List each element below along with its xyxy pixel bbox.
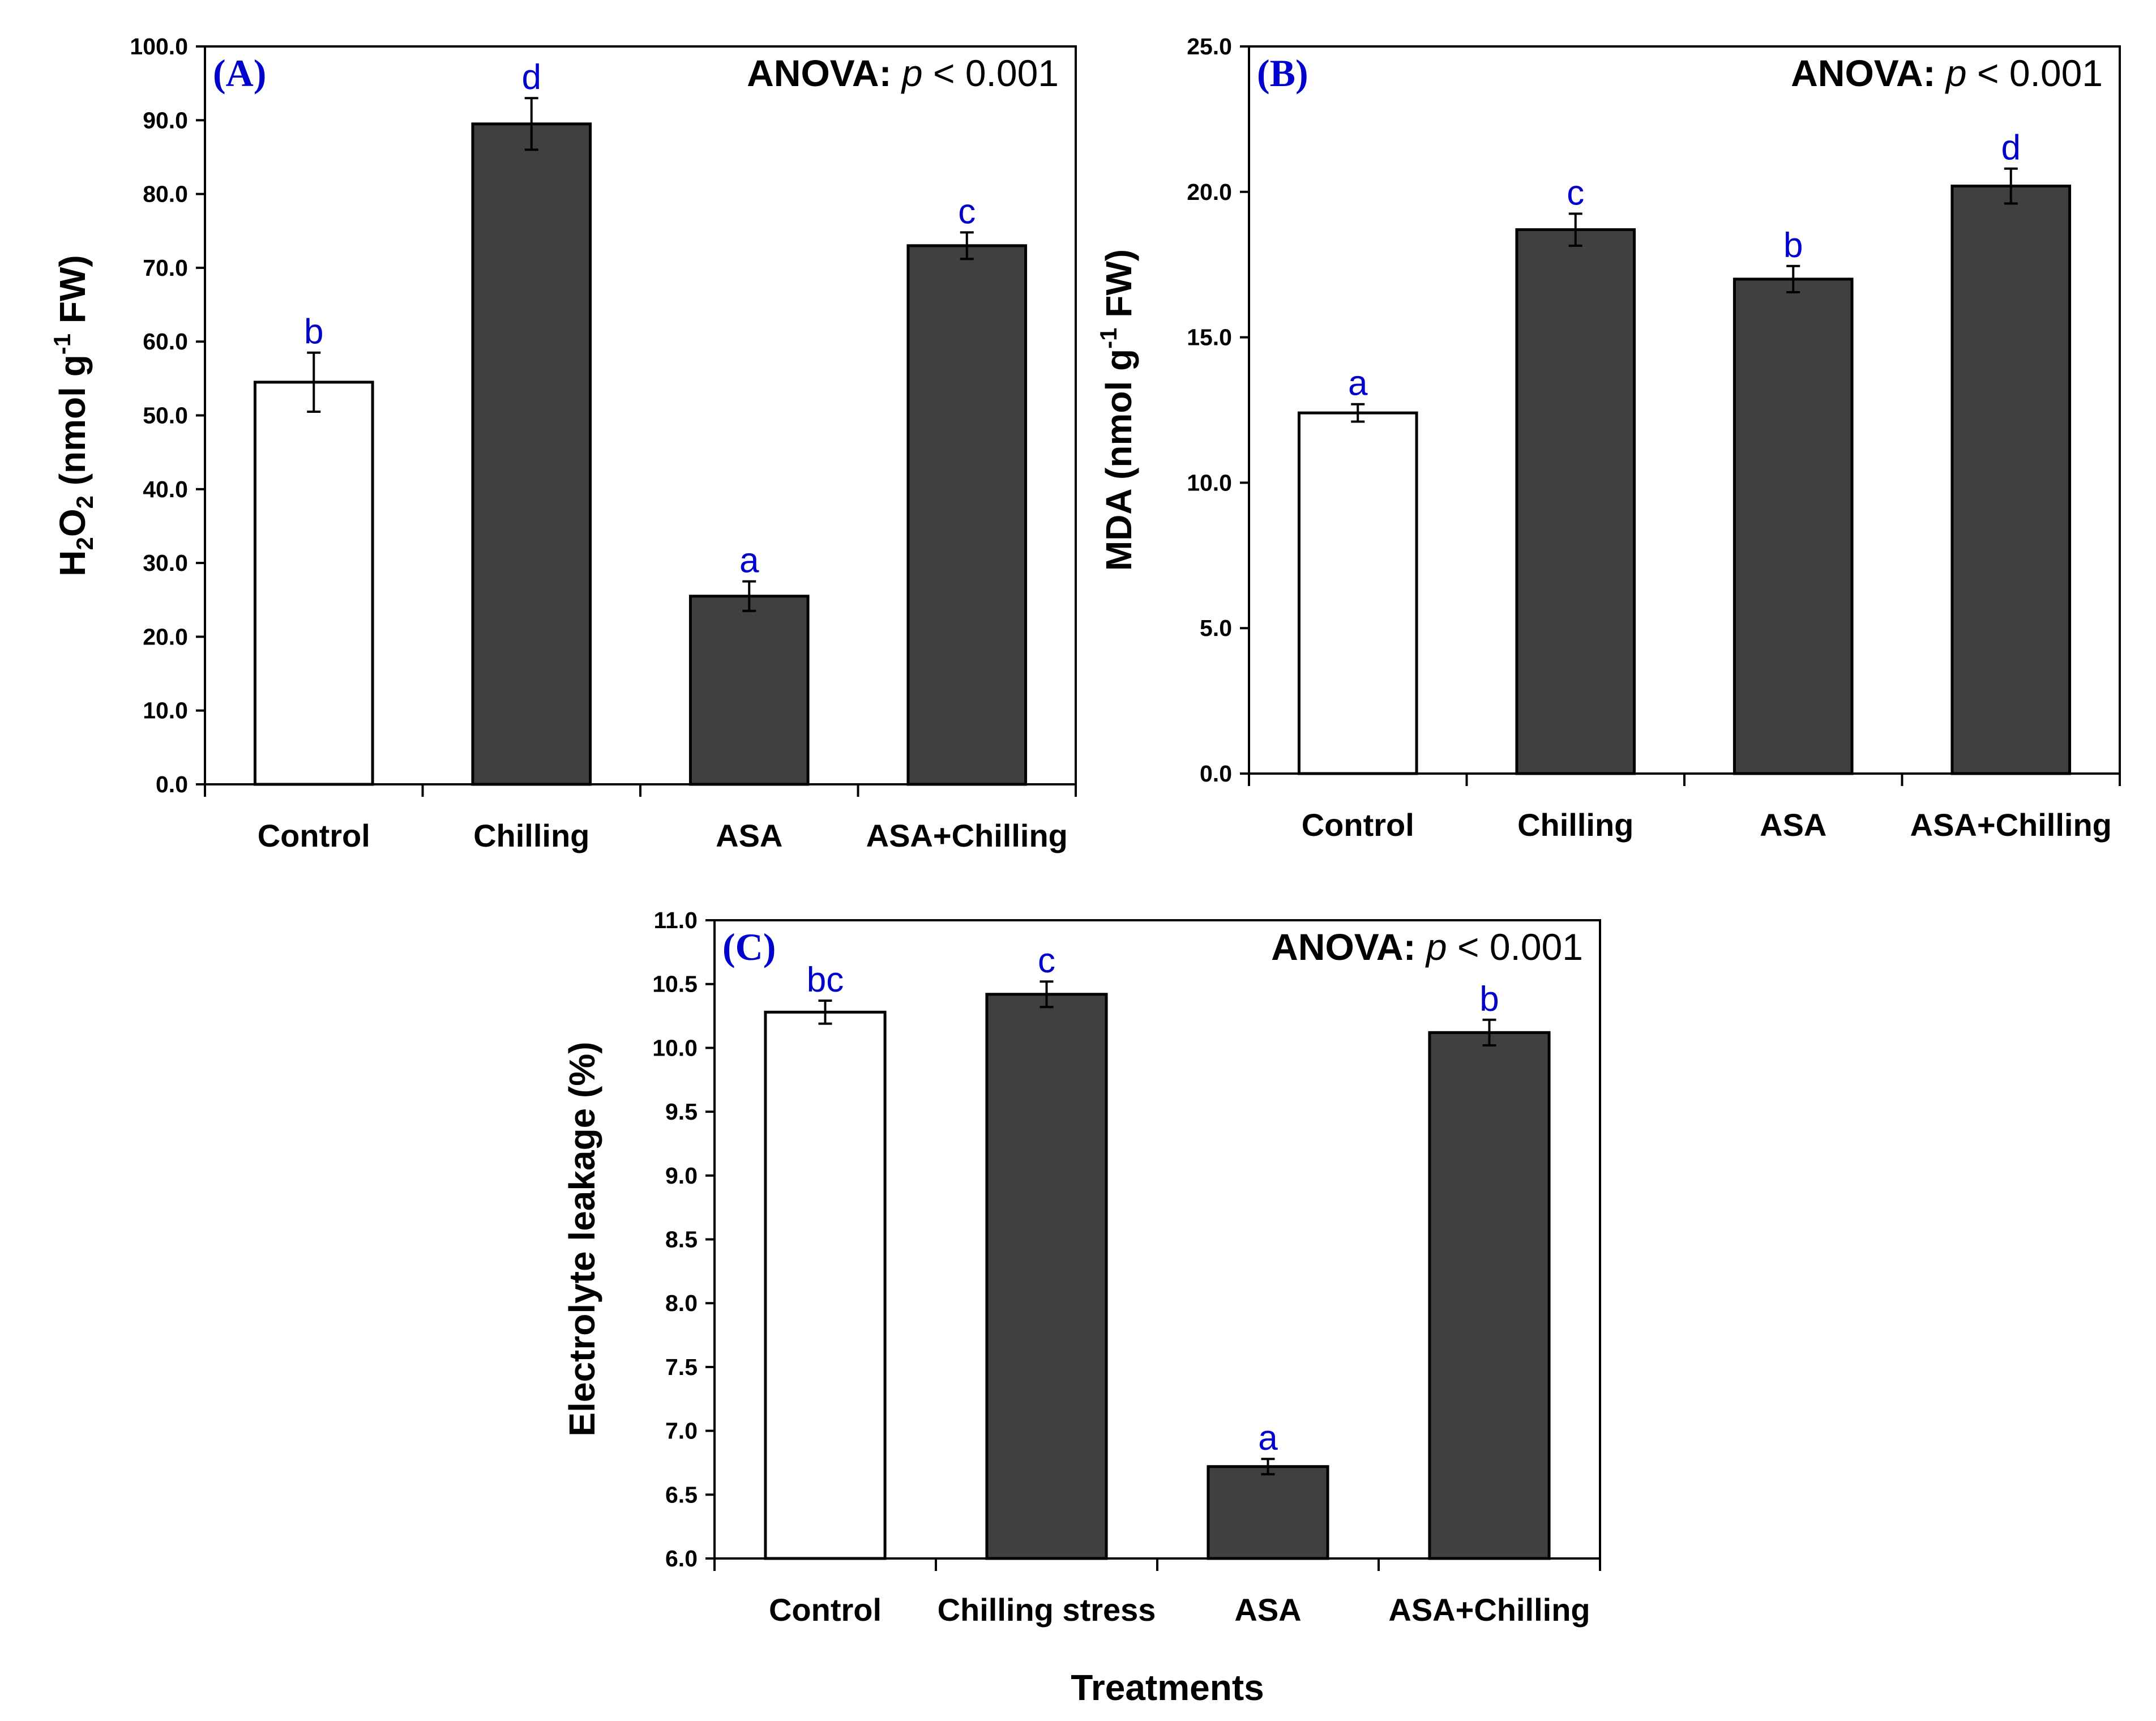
bar-control — [764, 1010, 887, 1560]
y-tick-label: 10.0 — [143, 698, 188, 724]
x-axis-title: Treatments — [1071, 1667, 1264, 1708]
panel-b: 0.0 5.0 10.0 15.0 20.0 25.0 a Control c Chilling b… — [1095, 33, 2121, 843]
bar-control — [1297, 411, 1418, 775]
bar-asa-chilling — [1428, 1031, 1551, 1560]
panel-label: (C) — [722, 925, 776, 968]
anova-annotation: ANOVA: p < 0.001 — [1791, 52, 2103, 94]
significance-letter: d — [2001, 129, 2021, 168]
panel-label: (A) — [213, 52, 266, 95]
y-tick-label: 60.0 — [143, 328, 188, 355]
y-tick-label: 70.0 — [143, 255, 188, 281]
anova-annotation: ANOVA: p < 0.001 — [747, 52, 1059, 94]
y-tick-label: 7.0 — [665, 1418, 698, 1444]
bar-asa — [1732, 277, 1854, 775]
y-tick-label: 10.0 — [652, 1035, 698, 1061]
y-tick-label: 8.5 — [665, 1227, 698, 1253]
y-tick-label: 7.5 — [665, 1354, 698, 1380]
bar-chilling — [1515, 228, 1636, 775]
y-tick-label: 6.0 — [665, 1545, 698, 1571]
y-tick-label: 0.0 — [156, 771, 188, 797]
panel-a: 0.0 10.0 20.0 30.0 40.0 50.0 60.0 70.0 80.0 90.0 1… — [49, 33, 1077, 853]
bar-asa-chilling — [906, 244, 1028, 786]
y-tick-label: 10.5 — [652, 971, 698, 997]
y-tick-label: 50.0 — [143, 403, 188, 429]
significance-letter: a — [739, 541, 759, 580]
significance-letter: b — [304, 313, 323, 352]
y-tick-label: 80.0 — [143, 181, 188, 207]
y-axis-title: MDA (nmol g-1 FW) — [1095, 249, 1139, 571]
significance-letter: c — [1038, 941, 1055, 980]
significance-letter: c — [958, 192, 976, 231]
y-tick-label: 8.0 — [665, 1290, 698, 1316]
y-tick-label: 10.0 — [1187, 469, 1232, 496]
category-label: Control — [258, 818, 370, 853]
bar-asa — [688, 595, 810, 786]
y-tick-label: 40.0 — [143, 476, 188, 502]
significance-letter: c — [1567, 173, 1584, 212]
y-tick-label: 100.0 — [130, 33, 188, 59]
bar-chilling — [471, 122, 592, 786]
y-tick-label: 15.0 — [1187, 324, 1232, 351]
category-label: Chilling stress — [938, 1592, 1156, 1628]
y-tick-label: 90.0 — [143, 107, 188, 133]
y-tick-label: 25.0 — [1187, 33, 1232, 59]
y-axis-title: Electrolyte leakage (%) — [562, 1041, 602, 1436]
significance-letter: d — [522, 58, 541, 97]
y-tick-label: 9.5 — [665, 1099, 698, 1125]
y-tick-label: 11.0 — [653, 907, 698, 933]
y-tick-label: 30.0 — [143, 550, 188, 576]
y-tick-label: 6.5 — [665, 1481, 698, 1508]
panel-c: 6.06.57.07.58.08.59.09.510.010.511.0bcCo… — [562, 907, 1601, 1628]
y-tick-label: 9.0 — [665, 1163, 698, 1189]
category-label: Control — [769, 1592, 882, 1628]
category-label: ASA — [716, 818, 782, 853]
bar-chilling-stress — [985, 993, 1108, 1560]
category-label: Chilling — [1517, 807, 1633, 843]
significance-letter: b — [1783, 226, 1803, 265]
bar-asa — [1207, 1465, 1329, 1560]
significance-letter: a — [1258, 1419, 1278, 1458]
category-label: ASA+Chilling — [1388, 1592, 1590, 1628]
bar-asa-chilling — [1950, 185, 2072, 775]
y-tick-label: 20.0 — [1187, 179, 1232, 205]
anova-annotation: ANOVA: p < 0.001 — [1271, 926, 1583, 968]
y-tick-label: 20.0 — [143, 624, 188, 650]
y-tick-label: 0.0 — [1200, 761, 1232, 787]
category-label: ASA — [1760, 807, 1826, 843]
category-label: Chilling — [473, 818, 589, 853]
category-label: ASA+Chilling — [866, 818, 1068, 853]
category-label: ASA+Chilling — [1910, 807, 2112, 843]
category-label: ASA — [1234, 1592, 1301, 1628]
bar-control — [253, 381, 374, 786]
y-tick-label: 5.0 — [1200, 615, 1232, 641]
y-axis-title: H2O2 (nmol g-1 FW) — [49, 255, 98, 576]
significance-letter: a — [1348, 364, 1368, 403]
panel-label: (B) — [1257, 52, 1308, 95]
category-label: Control — [1302, 807, 1414, 843]
significance-letter: b — [1479, 980, 1499, 1019]
significance-letter: bc — [807, 960, 844, 1000]
